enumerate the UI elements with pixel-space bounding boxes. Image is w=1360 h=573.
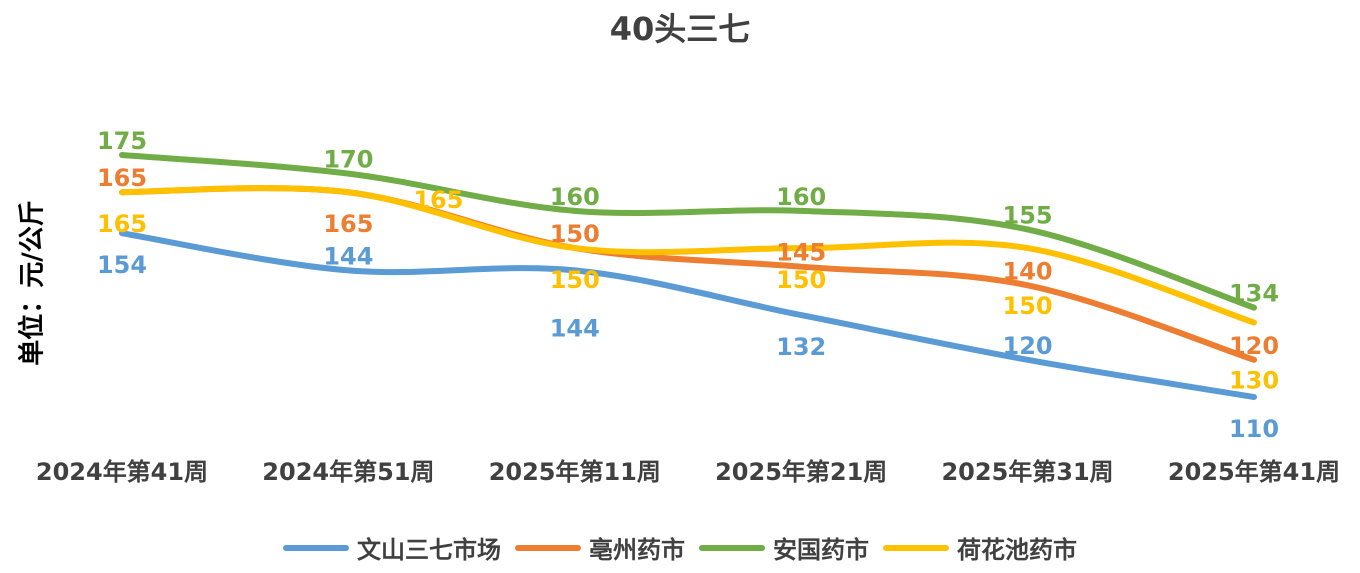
legend-label: 安国药市: [773, 536, 869, 564]
data-label: 150: [550, 266, 600, 294]
data-label: 140: [1003, 257, 1053, 285]
x-tick-label: 2025年第31周: [941, 458, 1113, 486]
legend-swatch: [515, 544, 581, 551]
data-label: 155: [1003, 201, 1053, 229]
data-label: 144: [323, 242, 373, 270]
legend-swatch: [883, 544, 949, 551]
legend-item: 文山三七市场: [283, 530, 501, 565]
series-line: [119, 185, 1257, 326]
data-label: 150: [776, 266, 826, 294]
legend-swatch: [283, 544, 349, 551]
legend-item: 安国药市: [699, 530, 869, 565]
legend-label: 亳州药市: [589, 536, 685, 564]
chart-title: 40头三七: [609, 10, 751, 48]
data-label: 154: [97, 251, 147, 279]
legend-item: 荷花池药市: [883, 530, 1077, 565]
x-tick-label: 2025年第41周: [1168, 458, 1340, 486]
x-tick-label: 2024年第41周: [36, 458, 208, 486]
data-label: 150: [550, 220, 600, 248]
legend-label: 文山三七市场: [357, 536, 501, 564]
data-label: 132: [776, 333, 826, 361]
data-label: 134: [1229, 280, 1279, 308]
legend: 文山三七市场 亳州药市 安国药市 荷花池药市: [0, 530, 1360, 565]
data-label: 160: [776, 183, 826, 211]
data-label: 145: [776, 239, 826, 267]
series-line: [119, 152, 1257, 311]
x-tick-label: 2025年第11周: [489, 458, 661, 486]
series-line: [119, 230, 1257, 400]
data-label: 150: [1003, 292, 1053, 320]
legend-item: 亳州药市: [515, 530, 685, 565]
data-label: 110: [1229, 415, 1279, 443]
data-label: 160: [550, 183, 600, 211]
x-tick-label: 2025年第21周: [715, 458, 887, 486]
data-label: 165: [413, 186, 463, 214]
data-label: 165: [97, 164, 147, 192]
data-label: 130: [1229, 367, 1279, 395]
data-label: 170: [323, 146, 373, 174]
data-label: 144: [550, 314, 600, 342]
x-tick-label: 2024年第51周: [262, 458, 434, 486]
legend-label: 荷花池药市: [957, 536, 1077, 564]
data-label: 165: [97, 210, 147, 238]
data-label: 120: [1229, 332, 1279, 360]
data-label: 120: [1003, 332, 1053, 360]
data-label: 175: [97, 127, 147, 155]
legend-swatch: [699, 544, 765, 551]
data-label: 165: [323, 210, 373, 238]
